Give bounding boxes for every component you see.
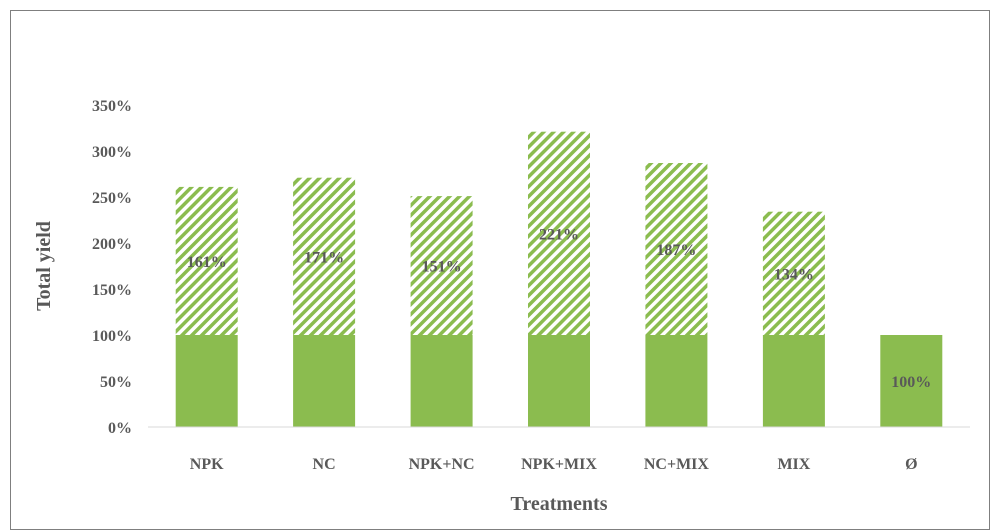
x-tick-label: NPK+MIX — [521, 456, 597, 473]
x-tick-label: NPK+NC — [409, 456, 475, 473]
data-label: 187% — [656, 242, 696, 259]
x-tick-label: NPK — [190, 456, 224, 473]
data-label: 221% — [539, 226, 579, 243]
y-axis-title: Total yield — [33, 221, 55, 311]
bar-increase-5 — [762, 211, 825, 335]
data-label: 134% — [774, 266, 814, 283]
bar-increase-3 — [528, 131, 590, 335]
data-labels: 161% 171% 151% 221% 187% 134% 100% — [187, 226, 932, 391]
y-tick-label: 0% — [108, 420, 132, 437]
data-label: 151% — [422, 259, 462, 276]
bar-increase-4 — [645, 163, 708, 335]
bar-increase-0 — [175, 186, 238, 335]
y-tick-labels: 0% 50% 100% 150% 200% 250% 300% 350% — [92, 98, 132, 437]
bar-increase-1 — [293, 177, 356, 335]
bar-base-1 — [293, 335, 356, 427]
y-tick-label: 150% — [92, 282, 132, 299]
bars-layer — [175, 131, 943, 427]
x-axis-title: Treatments — [510, 493, 607, 515]
bar-base-2 — [410, 335, 473, 427]
x-tick-labels: NPK NC NPK+NC NPK+MIX NC+MIX MIX Ø — [190, 456, 918, 473]
data-label: 171% — [304, 249, 344, 266]
bar-base-0 — [175, 335, 238, 427]
y-tick-label: 350% — [92, 98, 132, 115]
y-tick-label: 300% — [92, 144, 132, 161]
y-tick-label: 50% — [100, 374, 132, 391]
bar-base-6 — [880, 335, 943, 427]
chart-frame — [10, 10, 990, 530]
x-tick-label: NC — [313, 456, 336, 473]
bar-base-3 — [528, 335, 590, 427]
y-tick-label: 250% — [92, 190, 132, 207]
bar-increase-2 — [410, 196, 473, 335]
bar-base-4 — [645, 335, 708, 427]
x-tick-label: Ø — [905, 456, 917, 473]
x-tick-label: NC+MIX — [644, 456, 710, 473]
y-tick-label: 200% — [92, 236, 132, 253]
x-tick-label: MIX — [777, 456, 810, 473]
bar-chart: 0% 50% 100% 150% 200% 250% 300% 350% NPK NC NPK+N… — [33, 98, 970, 515]
y-tick-label: 100% — [92, 328, 132, 345]
data-label: 161% — [187, 254, 227, 271]
data-label: 100% — [891, 374, 931, 391]
bar-base-5 — [762, 335, 825, 427]
